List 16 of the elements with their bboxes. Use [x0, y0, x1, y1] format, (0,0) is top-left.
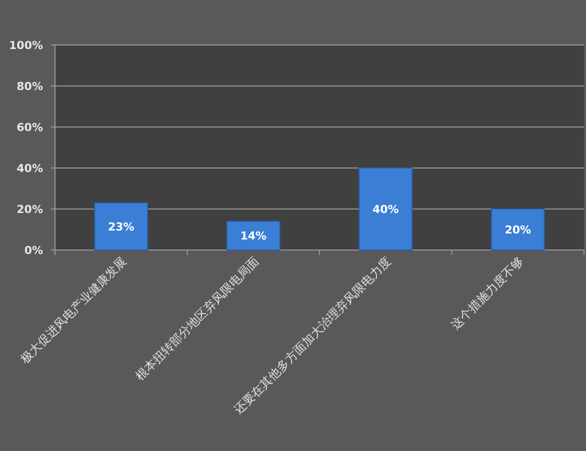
bar	[358, 168, 413, 250]
bar	[490, 208, 545, 250]
data-label: 23%	[108, 220, 134, 234]
y-tick-label: 60%	[16, 121, 43, 134]
data-label: 20%	[504, 224, 532, 236]
bar	[226, 220, 280, 250]
y-tick-label: 40%	[16, 162, 43, 175]
data-label: 40%	[372, 203, 399, 216]
x-tick-label: 极大促进风电产业健康发展	[16, 254, 130, 367]
bar	[94, 202, 148, 250]
data-label: 14%	[240, 230, 267, 243]
y-tick-label: 80%	[16, 80, 43, 93]
y-tick-label: 100%	[9, 39, 43, 52]
x-tick-label: 这个措施力度不够	[448, 254, 526, 332]
y-tick-label: 0%	[24, 244, 43, 257]
y-tick-label: 20%	[16, 203, 43, 216]
